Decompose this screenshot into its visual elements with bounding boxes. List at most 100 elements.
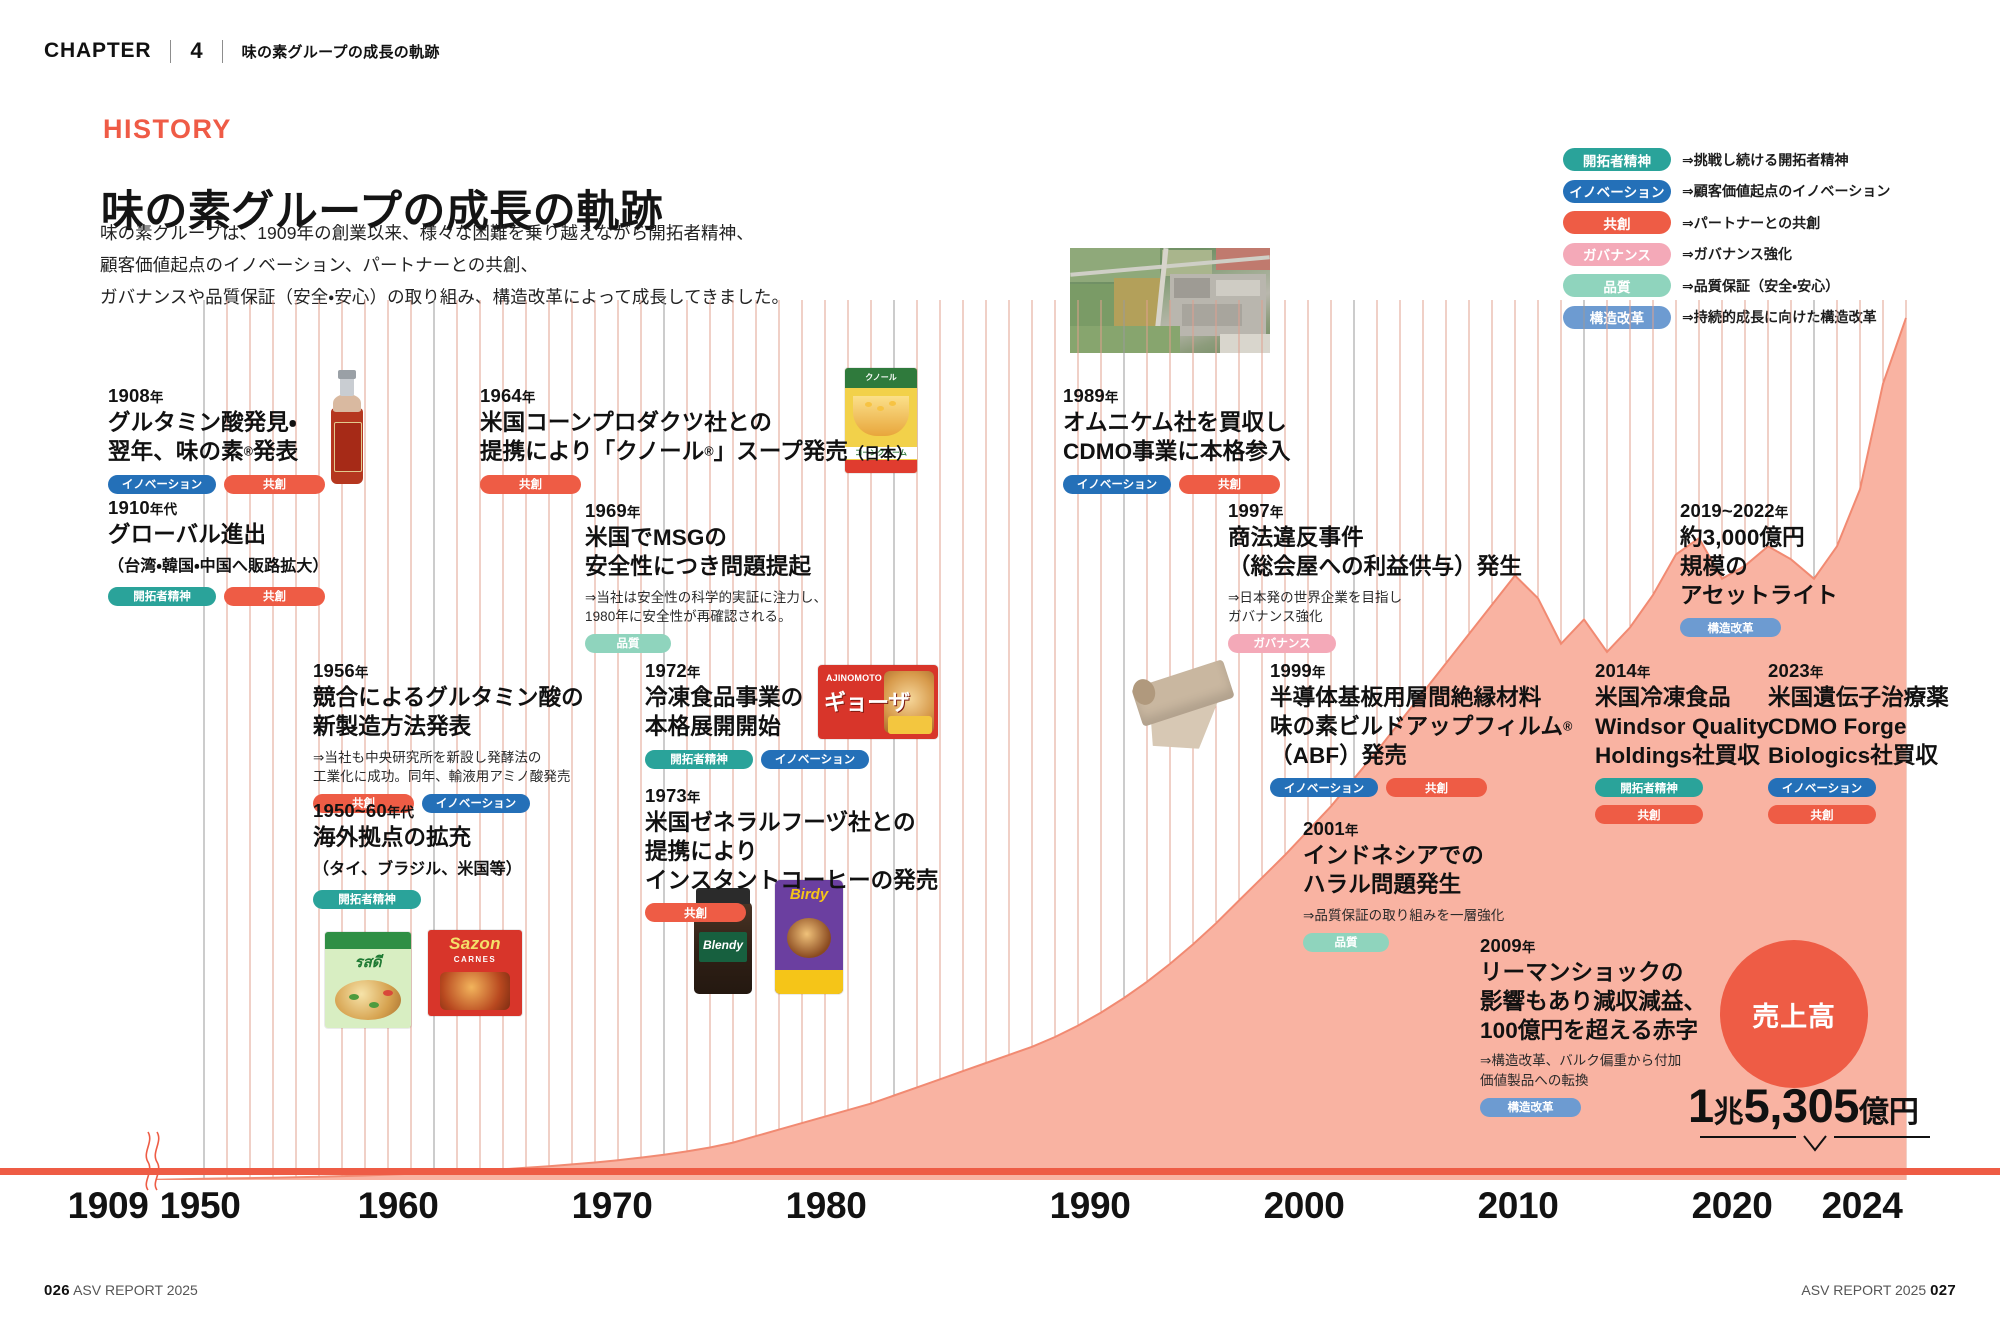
event-tag-list: 開拓者精神 共創 — [108, 586, 329, 606]
divider — [170, 39, 172, 63]
event-year: 1956年 — [313, 660, 369, 681]
birdy-brand-text: Birdy — [789, 886, 829, 903]
event-tag: 開拓者精神 — [645, 749, 753, 769]
x-tick-2024: 2024 — [1821, 1185, 1903, 1226]
x-tick-1970: 1970 — [571, 1185, 653, 1226]
chart-canvas — [155, 300, 1907, 1180]
x-tick-1960: 1960 — [357, 1185, 439, 1226]
product-photo-birdy: Birdy — [775, 880, 843, 994]
event-tag: ガバナンス — [1228, 633, 1336, 653]
event-year: 2009年 — [1480, 935, 1536, 956]
timeline-event-2023: 2023年 米国遺伝子治療薬 CDMO Forge Biologics社買収 イノベーシ… — [1768, 660, 1949, 825]
event-tag-list: 品質 — [1303, 932, 1504, 952]
product-photo-sazon: Sazon CARNES — [428, 930, 522, 1016]
event-tag: イノベーション — [1270, 778, 1378, 798]
product-photo-abf-film — [1125, 655, 1255, 760]
timeline-event-1997: 1997年 商法違反事件 （総会屋への利益供与）発生 ⇒日本発の世界企業を目指し ガバナ… — [1228, 500, 1522, 653]
event-title: グルタミン酸発見・ 翌年、味の素®発表 — [108, 410, 299, 464]
event-title: 米国冷凍食品 Windsor Quality Holdings社買収 — [1595, 685, 1769, 768]
axis-break-icon — [145, 1131, 160, 1191]
event-title: グローバル進出 （台湾・韓国・中国へ販路拡大） — [108, 522, 329, 575]
event-tag: 構造改革 — [1680, 618, 1781, 638]
chart-x-axis: 1909 1950 1960 1970 1980 1990 2000 2010 … — [0, 1185, 2000, 1245]
event-tag: イノベーション — [1063, 474, 1171, 494]
event-tag-list: 構造改革 — [1680, 618, 1838, 638]
event-note: ⇒構造改革、バルク偏重から付加 価値製品への転換 — [1480, 1053, 1682, 1088]
legend-pill-reform: 構造改革 — [1563, 305, 1671, 329]
legend-pill-cocreation: 共創 — [1563, 211, 1671, 234]
sales-underline-marker — [1700, 1135, 1930, 1152]
event-tag: 共創 — [1595, 805, 1703, 825]
event-tag: 開拓者精神 — [108, 586, 216, 606]
page-number-left: 026 — [44, 1282, 70, 1299]
event-title: 米国でMSGの 安全性につき問題提起 — [585, 525, 812, 579]
chapter-number: 4 — [190, 38, 203, 63]
event-year: 1999年 — [1270, 660, 1326, 681]
sales-unit-cho: 兆 — [1713, 1096, 1744, 1129]
event-tag-list: 共創 イノベーション — [313, 793, 584, 813]
legend-desc: ⇒顧客価値起点のイノベーション — [1682, 183, 1891, 199]
product-photo-gyoza: AJINOMOTO ギョーザ — [818, 665, 938, 739]
sales-unit-okuen: 億円 — [1858, 1096, 1919, 1129]
timeline-event-2014: 2014年 米国冷凍食品 Windsor Quality Holdings社買収 開拓者… — [1595, 660, 1769, 825]
event-title: 冷凍食品事業の 本格展開開始 — [645, 685, 804, 739]
product-photo-ajinomoto-bottle — [325, 370, 369, 488]
event-title: インドネシアでの ハラル問題発生 — [1303, 843, 1484, 897]
divider — [221, 39, 223, 63]
event-note: ⇒品質保証の取り組みを一層強化 — [1303, 907, 1505, 923]
timeline-event-1999: 1999年半導体基板用層間絶縁材料 味の素ビルドアップフィルム® （ABF）発売イノ… — [1270, 660, 1573, 798]
event-year: 1989年 — [1063, 385, 1119, 406]
x-tick-1980: 1980 — [785, 1185, 867, 1226]
legend-item: イノベーション ⇒顧客価値起点のイノベーション — [1563, 179, 1891, 203]
legend: 開拓者精神 ⇒挑戦し続ける開拓者精神 イノベーション ⇒顧客価値起点のイノベーシ… — [1563, 148, 1891, 329]
timeline-event-1908: 1908年 グルタミン酸発見・ 翌年、味の素®発表 イノベーション 共創 — [108, 385, 325, 494]
blendy-brand-text: Blendy — [702, 938, 743, 952]
event-tag: イノベーション — [422, 793, 530, 813]
gyoza-brand-text: AJINOMOTO — [826, 673, 882, 683]
event-year: 1972年 — [645, 660, 701, 681]
event-title: リーマンショックの 影響もあり減収減益、 100億円を超える赤字 — [1480, 960, 1707, 1043]
event-tag: 共創 — [1768, 805, 1876, 825]
event-tag: 共創 — [313, 793, 414, 813]
event-tag: 共創 — [1386, 778, 1487, 798]
legend-item: 構造改革 ⇒持続的成長に向けた構造改革 — [1563, 305, 1891, 329]
x-tick-2000: 2000 — [1263, 1185, 1345, 1226]
event-title: 米国ゼネラルフーヅ社との 提携により インスタントコーヒーの発売 — [645, 810, 939, 893]
event-tag-list: イノベーション 共創 — [1063, 474, 1290, 494]
legend-item: 共創 ⇒パートナーとの共創 — [1563, 211, 1891, 234]
event-tag-list: イノベーション 共創 — [1270, 778, 1572, 798]
event-tag: 共創 — [645, 903, 746, 923]
event-tag-list: 開拓者精神 イノベーション — [645, 749, 869, 769]
timeline-event-1964: 1964年 米国コーンプロダクツ社との 提携により「クノール®」スープ発売（日本） 共… — [480, 385, 912, 494]
footer-report-left: ASV REPORT 2025 — [73, 1282, 198, 1298]
timeline-event-2001: 2001年インドネシアでの ハラル問題発生 ⇒品質保証の取り組みを一層強化品質 — [1303, 818, 1504, 952]
legend-pill-quality: 品質 — [1563, 274, 1671, 297]
event-tag: 共創 — [224, 474, 325, 494]
intro-paragraph: 味の素グループは、1909年の創業以来、様々な困難を乗り越えながら開拓者精神、 … — [100, 218, 789, 314]
legend-item: ガバナンス ⇒ガバナンス強化 — [1563, 242, 1891, 266]
knorr-brand-text: クノール — [865, 373, 897, 382]
x-tick-1950: 1950 — [159, 1185, 241, 1226]
sales-bubble: 売上高 — [1720, 940, 1868, 1088]
x-tick-1909: 1909 — [67, 1185, 149, 1226]
timeline-event-1989: 1989年 オムニケム社を買収し CDMO事業に本格参入 イノベーション 共創 — [1063, 385, 1290, 494]
event-year: 1997年 — [1228, 500, 1284, 521]
section-eyebrow: HISTORY — [103, 114, 232, 144]
chapter-word: CHAPTER — [44, 39, 152, 62]
product-photo-knorr-soup: クノール コーンクリーム — [845, 368, 917, 473]
event-tag: イノベーション — [108, 474, 216, 494]
page-title: 味の素グループの成長の軌跡 — [101, 187, 664, 236]
event-tag-list: ガバナンス — [1228, 633, 1522, 653]
event-year: 2001年 — [1303, 818, 1359, 839]
sales-value-main: 5,305 — [1743, 1079, 1860, 1132]
event-tag: 共創 — [480, 474, 581, 494]
legend-pill-pioneer: 開拓者精神 — [1563, 148, 1671, 171]
timeline-event-1969: 1969年 米国でMSGの 安全性につき問題提起 ⇒当社は安全性の科学的実証に注力し、… — [585, 500, 827, 653]
event-title: 半導体基板用層間絶縁材料 味の素ビルドアップフィルム® （ABF）発売 — [1270, 685, 1573, 768]
x-tick-1990: 1990 — [1049, 1185, 1131, 1226]
event-title: 競合によるグルタミン酸の 新製造方法発表 — [313, 685, 584, 739]
event-tag: 開拓者精神 — [1595, 778, 1703, 798]
event-title: 約3,000億円 規模の アセットライト — [1680, 525, 1838, 608]
event-tag-list: 開拓者精神 — [313, 889, 522, 909]
legend-desc: ⇒持続的成長に向けた構造改革 — [1682, 309, 1877, 325]
